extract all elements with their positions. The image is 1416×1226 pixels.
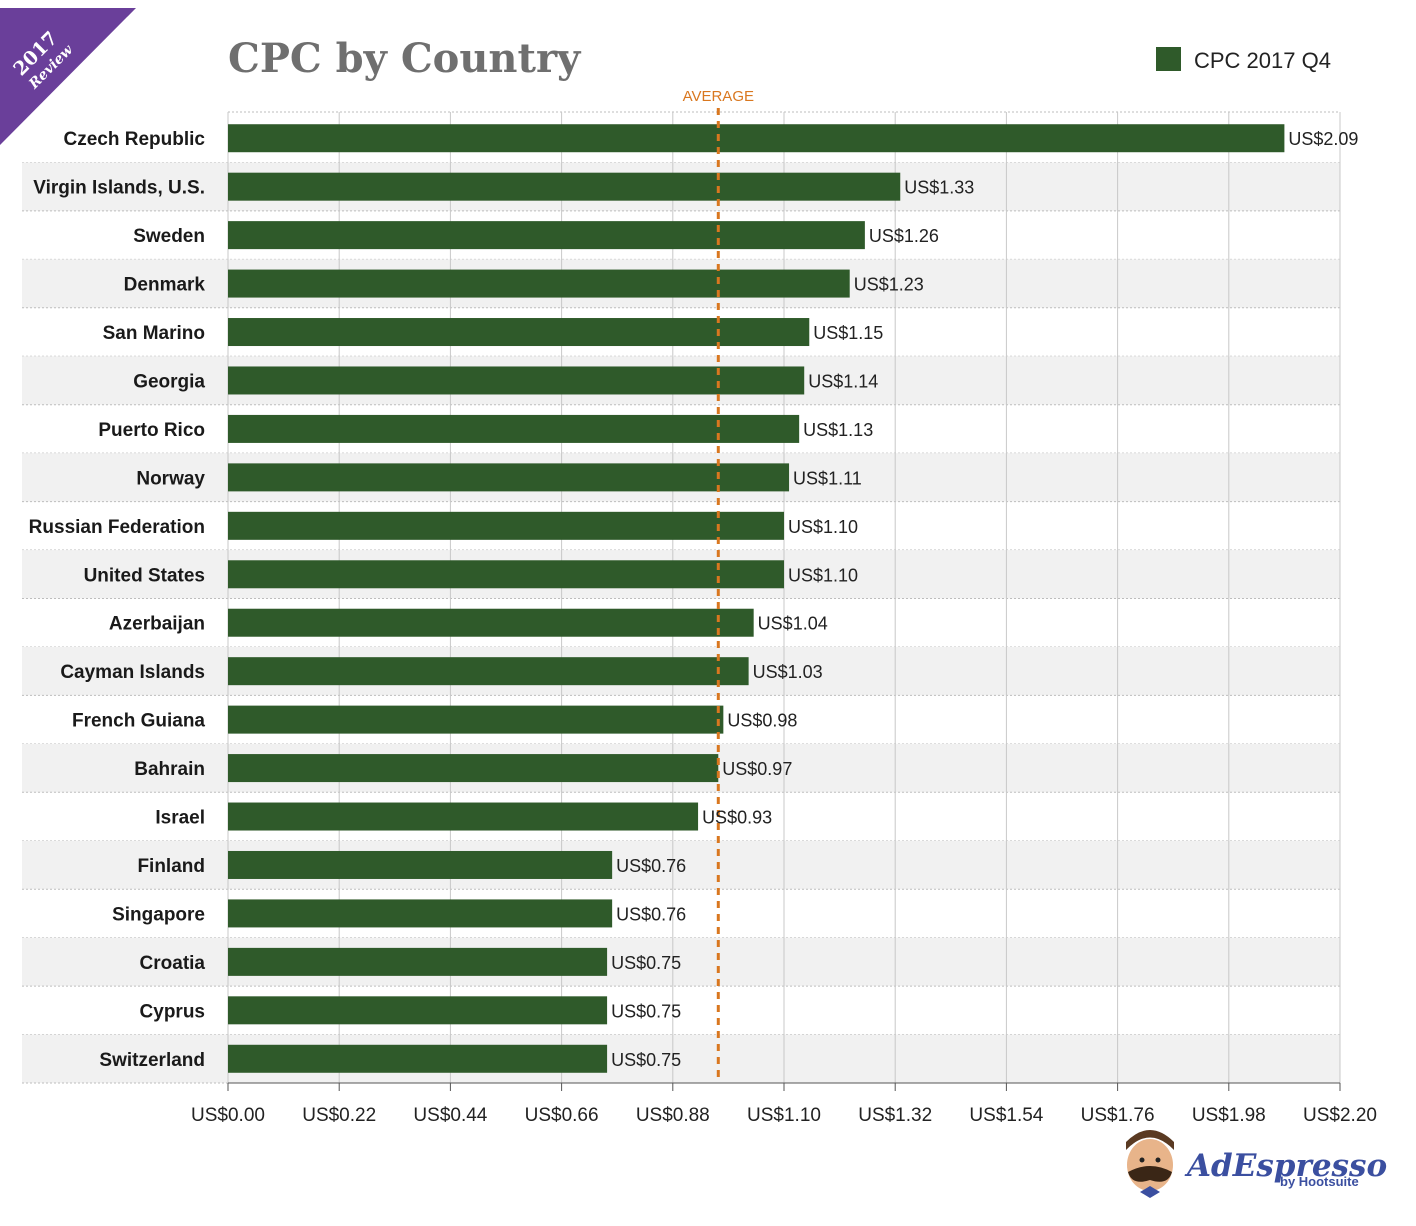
value-label: US$0.98 bbox=[727, 711, 797, 731]
x-tick-label: US$0.88 bbox=[636, 1105, 710, 1126]
x-tick-label: US$1.98 bbox=[1192, 1105, 1266, 1126]
value-label: US$1.13 bbox=[803, 420, 873, 440]
category-label: Singapore bbox=[112, 904, 205, 925]
category-label: Czech Republic bbox=[64, 129, 206, 150]
category-label: Russian Federation bbox=[29, 517, 205, 538]
brand-sub: by Hootsuite bbox=[1280, 1174, 1359, 1189]
x-tick-label: US$0.44 bbox=[413, 1105, 487, 1126]
bar bbox=[228, 124, 1285, 153]
x-tick-label: US$2.20 bbox=[1303, 1105, 1377, 1126]
value-labels: US$2.09 US$1.33 US$1.26 US$1.23 US$1.15 US$1.… bbox=[611, 129, 1358, 1070]
value-label: US$1.15 bbox=[813, 323, 883, 343]
bar bbox=[228, 947, 608, 976]
bar bbox=[228, 221, 865, 250]
value-label: US$1.11 bbox=[793, 468, 862, 488]
value-label: US$1.03 bbox=[753, 662, 823, 682]
bar bbox=[228, 318, 810, 347]
category-label: Azerbaijan bbox=[109, 614, 205, 635]
chart-title: CPC by Country bbox=[228, 35, 582, 82]
x-axis-ticks: US$0.00 US$0.22 US$0.44 US$0.66 US$0.88 US$1.… bbox=[191, 1082, 1377, 1126]
bar bbox=[228, 366, 805, 395]
average-line-group: AVERAGE bbox=[683, 88, 754, 1080]
value-label: US$1.04 bbox=[758, 614, 828, 634]
value-label: US$1.23 bbox=[854, 275, 924, 295]
bar bbox=[228, 463, 790, 492]
row-bands bbox=[22, 111, 1340, 1084]
adespresso-logo: AdEspresso by Hootsuite bbox=[1126, 1130, 1387, 1198]
value-label: US$0.75 bbox=[611, 1001, 681, 1021]
bar bbox=[228, 511, 784, 540]
bar bbox=[228, 560, 784, 589]
category-label: Croatia bbox=[140, 953, 206, 974]
bar bbox=[228, 802, 699, 831]
brand-name: AdEspresso bbox=[1184, 1148, 1387, 1184]
mascot-icon bbox=[1126, 1130, 1174, 1198]
value-label: US$0.93 bbox=[702, 808, 772, 828]
value-label: US$1.26 bbox=[869, 226, 939, 246]
bar bbox=[228, 899, 613, 928]
legend-swatch bbox=[1156, 47, 1181, 71]
category-label: San Marino bbox=[103, 323, 205, 344]
value-label: US$0.76 bbox=[616, 904, 686, 924]
value-label: US$0.75 bbox=[611, 1050, 681, 1070]
bar bbox=[228, 850, 613, 879]
category-label: United States bbox=[84, 565, 205, 586]
legend: CPC 2017 Q4 bbox=[1156, 47, 1331, 73]
value-label: US$1.14 bbox=[808, 371, 878, 391]
category-label: Norway bbox=[136, 468, 205, 489]
bar bbox=[228, 172, 901, 201]
x-tick-label: US$0.22 bbox=[302, 1105, 376, 1126]
badge-ribbon bbox=[0, 8, 136, 145]
bar bbox=[228, 269, 850, 298]
bars bbox=[228, 124, 1285, 1073]
category-label: Switzerland bbox=[99, 1050, 205, 1071]
x-tick-label: US$0.00 bbox=[191, 1105, 265, 1126]
category-label: Denmark bbox=[124, 275, 206, 296]
bar bbox=[228, 414, 800, 443]
legend-label: CPC 2017 Q4 bbox=[1194, 48, 1331, 73]
year-review-badge: 2017 Review bbox=[0, 8, 136, 145]
category-label: Virgin Islands, U.S. bbox=[33, 178, 205, 199]
x-tick-label: US$1.76 bbox=[1081, 1105, 1155, 1126]
value-label: US$2.09 bbox=[1288, 129, 1358, 149]
category-label: French Guiana bbox=[72, 711, 205, 732]
category-label: Israel bbox=[155, 808, 205, 829]
x-tick-label: US$1.10 bbox=[747, 1105, 821, 1126]
category-label: Georgia bbox=[133, 371, 205, 392]
value-label: US$1.33 bbox=[904, 178, 974, 198]
bar bbox=[228, 754, 719, 783]
value-label: US$1.10 bbox=[788, 517, 858, 537]
x-tick-label: US$1.32 bbox=[858, 1105, 932, 1126]
average-label: AVERAGE bbox=[683, 88, 754, 105]
category-label: Puerto Rico bbox=[98, 420, 205, 441]
bar bbox=[228, 608, 754, 637]
category-label: Sweden bbox=[133, 226, 205, 247]
category-labels: Czech Republic Virgin Islands, U.S. Sweden… bbox=[29, 129, 206, 1071]
x-tick-label: US$1.54 bbox=[969, 1105, 1043, 1126]
value-label: US$0.75 bbox=[611, 953, 681, 973]
bar bbox=[228, 996, 608, 1025]
value-label: US$0.76 bbox=[616, 856, 686, 876]
bar bbox=[228, 705, 724, 734]
x-tick-label: US$0.66 bbox=[525, 1105, 599, 1126]
value-label: US$1.10 bbox=[788, 565, 858, 585]
category-label: Cyprus bbox=[140, 1001, 205, 1022]
category-label: Bahrain bbox=[134, 759, 205, 780]
category-label: Cayman Islands bbox=[60, 662, 205, 683]
bar bbox=[228, 657, 749, 686]
bar bbox=[228, 1044, 608, 1073]
category-label: Finland bbox=[137, 856, 205, 877]
value-label: US$0.97 bbox=[722, 759, 792, 779]
